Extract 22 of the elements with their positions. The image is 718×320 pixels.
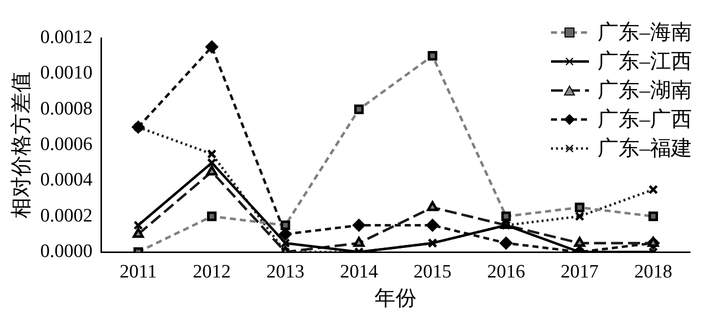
x-tick-label: 2011 [120, 261, 157, 282]
y-tick-label: 0.0012 [40, 26, 92, 48]
legend-label: 广东–江西 [598, 48, 692, 75]
x-tick-label: 2018 [634, 261, 672, 282]
legend-label: 广东–福建 [598, 135, 692, 162]
y-tick-label: 0.0006 [40, 134, 92, 155]
x-tick-label: 2017 [560, 261, 599, 282]
x-tick-label: 2016 [487, 261, 526, 282]
y-tick-label: 0.0000 [40, 240, 92, 262]
y-tick-label: 0.0002 [40, 205, 92, 226]
legend-label: 广东–广西 [598, 106, 692, 133]
y-tick-label: 0.0008 [40, 98, 92, 120]
y-tick-label: 0.0010 [40, 62, 92, 84]
y-tick-label: 0.0004 [40, 170, 93, 191]
x-axis-title: 年份 [374, 286, 417, 310]
x-tick-label: 2012 [192, 261, 231, 282]
legend-label: 广东–湖南 [598, 77, 692, 104]
x-tick-label: 2013 [266, 261, 304, 282]
legend-label: 广东–海南 [598, 19, 692, 46]
x-tick-label: 2015 [414, 261, 452, 282]
y-axis-title: 相对价格方差值 [9, 72, 34, 218]
x-tick-label: 2014 [340, 261, 378, 282]
